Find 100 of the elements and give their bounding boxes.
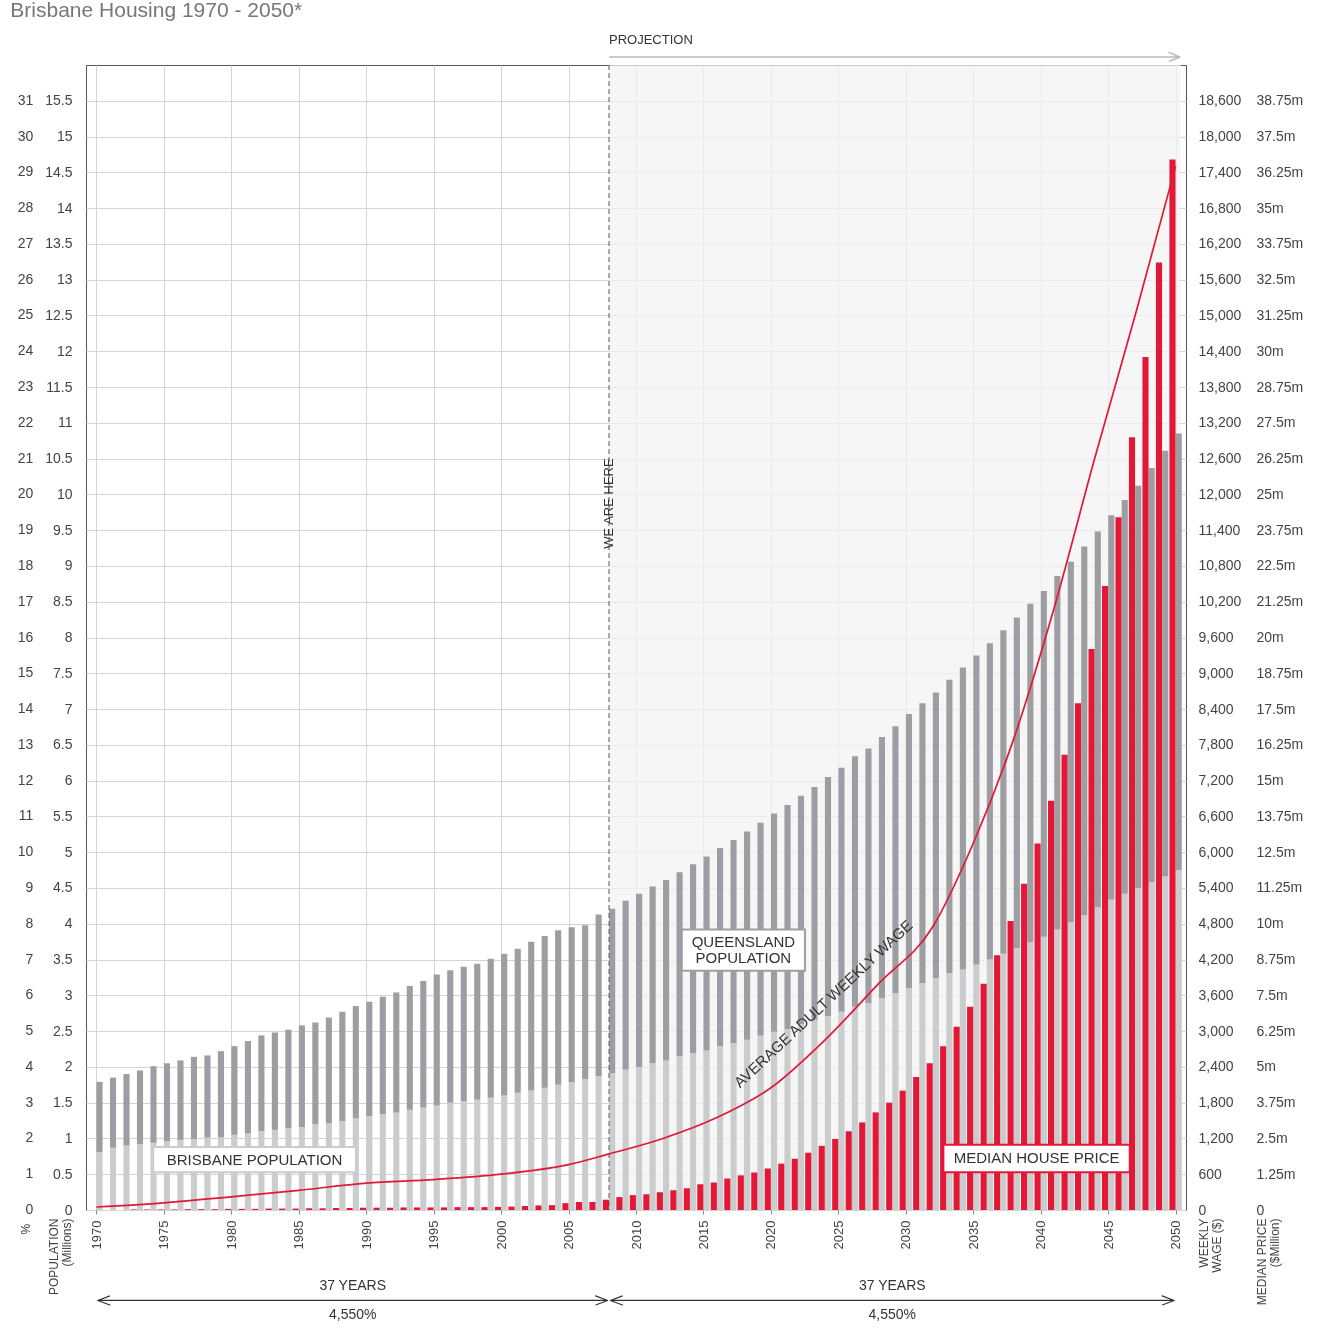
bar: [447, 970, 454, 1103]
y2-tick-label: 1,200: [1198, 1129, 1234, 1146]
x-tick-label: 2050: [1168, 1220, 1184, 1250]
y3-tick-label: 23.75m: [1256, 521, 1304, 538]
chart-title: Brisbane Housing 1970 - 2050*: [10, 0, 303, 22]
bar: [123, 1074, 130, 1146]
bar: [764, 1168, 771, 1210]
text: 8: [25, 914, 34, 931]
x-tick-label: 2025: [830, 1220, 846, 1250]
y2-tick-label: 16,800: [1198, 199, 1242, 216]
text: 15: [17, 664, 34, 681]
y3-tick-label: 31.25m: [1256, 306, 1304, 323]
bar: [325, 1017, 332, 1124]
bar: [932, 692, 939, 979]
y2-tick-label: 14,400: [1198, 342, 1242, 359]
x-tick-label: 2015: [695, 1220, 711, 1250]
bar: [190, 1056, 198, 1140]
text: 5: [25, 1022, 34, 1039]
bar: [710, 1182, 717, 1210]
bar: [413, 1207, 421, 1210]
x-tick-label: 1985: [291, 1220, 307, 1250]
bar: [683, 1188, 690, 1210]
bar: [467, 1207, 475, 1210]
bar: [454, 1207, 461, 1210]
bar: [217, 1051, 224, 1138]
text: 4: [25, 1057, 34, 1074]
bar: [535, 1205, 542, 1210]
y-tick-label: 11: [57, 414, 73, 431]
series-label: BRISBANE POPULATION: [166, 1150, 343, 1168]
y2-tick-label: 1,800: [1198, 1094, 1234, 1111]
y2-axis-title: WEEKLY WAGE ($): [1196, 1218, 1224, 1273]
x-tick-label: 2020: [763, 1220, 779, 1250]
text: 14: [17, 700, 34, 717]
y3-tick-label: 11.25m: [1256, 879, 1303, 896]
y-tick-label: 10: [56, 485, 73, 502]
y-tick-label: 4: [64, 915, 73, 932]
y3-tick-label: 10m: [1256, 915, 1284, 932]
x-tick-label: 1970: [88, 1220, 104, 1250]
x-tick-label: 2030: [898, 1220, 914, 1250]
y-tick-label: 12: [56, 342, 73, 359]
y-tick-label: 8: [64, 629, 73, 645]
x-tick-label: 1975: [156, 1220, 172, 1250]
text: 21: [17, 449, 34, 466]
y2-tick-label: 6,000: [1198, 843, 1234, 860]
bar: [629, 1195, 636, 1210]
y3-tick-label: 25m: [1256, 485, 1284, 502]
text: 11: [18, 807, 34, 824]
y3-tick-label: 15m: [1256, 772, 1284, 789]
y-tick-label: 10.5: [45, 450, 73, 467]
y-tick-label: 1: [64, 1129, 73, 1146]
text: 27: [17, 234, 34, 251]
y3-tick-label: 30m: [1256, 342, 1284, 359]
y-tick-label: 12.5: [45, 306, 73, 323]
text: 2: [25, 1129, 34, 1146]
y2-tick-label: 13,800: [1198, 378, 1242, 395]
bar: [724, 1178, 731, 1210]
bar: [393, 992, 400, 1113]
bar: [177, 1060, 184, 1140]
y3-tick-label: 35m: [1256, 199, 1284, 216]
y-tick-label: 0.5: [53, 1165, 73, 1182]
bar: [474, 963, 481, 1100]
bar: [636, 893, 643, 1067]
y-tick-label: 8.5: [53, 593, 73, 610]
band-label: PROJECTION: [609, 31, 693, 47]
y2-tick-label: 18,000: [1198, 128, 1242, 145]
y2-tick-label: 17,400: [1198, 163, 1242, 180]
y-tick-label: 5.5: [53, 807, 73, 824]
bar: [737, 1175, 744, 1210]
text: 3: [25, 1093, 34, 1110]
text: 26: [17, 270, 34, 287]
bar: [508, 1206, 515, 1210]
x-tick-label: 2000: [493, 1220, 509, 1250]
y3-tick-label: 38.75m: [1256, 92, 1304, 109]
text: 7: [25, 950, 34, 967]
text: 29: [17, 163, 34, 180]
y3-tick-label: 27.5m: [1256, 414, 1296, 431]
y2-tick-label: 16,200: [1198, 235, 1242, 252]
bar: [562, 1203, 569, 1210]
y3-tick-label: 37.5m: [1256, 128, 1296, 145]
bar: [919, 703, 926, 984]
x-tick-label: 1980: [223, 1220, 239, 1250]
y2-tick-label: 3,000: [1198, 1022, 1234, 1039]
bar: [656, 1192, 663, 1210]
bar: [379, 996, 386, 1115]
y-tick-label: 9: [64, 557, 73, 574]
y3-tick-label: 18.75m: [1256, 664, 1304, 681]
y3-tick-label: 26.25m: [1256, 450, 1304, 467]
text: 17: [17, 592, 34, 609]
x-tick-label: 1990: [358, 1220, 374, 1250]
bar: [400, 1207, 407, 1210]
y2-tick-label: 12,000: [1198, 485, 1242, 502]
y3-tick-label: 5m: [1256, 1058, 1276, 1075]
bar: [568, 927, 575, 1082]
y2-tick-label: 9,600: [1198, 629, 1234, 645]
y-axis-title: POPULATION (Millions): [46, 1218, 74, 1295]
y-tick-label: 6.5: [53, 736, 73, 753]
text: 12: [17, 771, 34, 788]
y2-tick-label: 12,600: [1198, 450, 1242, 467]
bar: [298, 1025, 305, 1127]
bar: [150, 1066, 157, 1143]
